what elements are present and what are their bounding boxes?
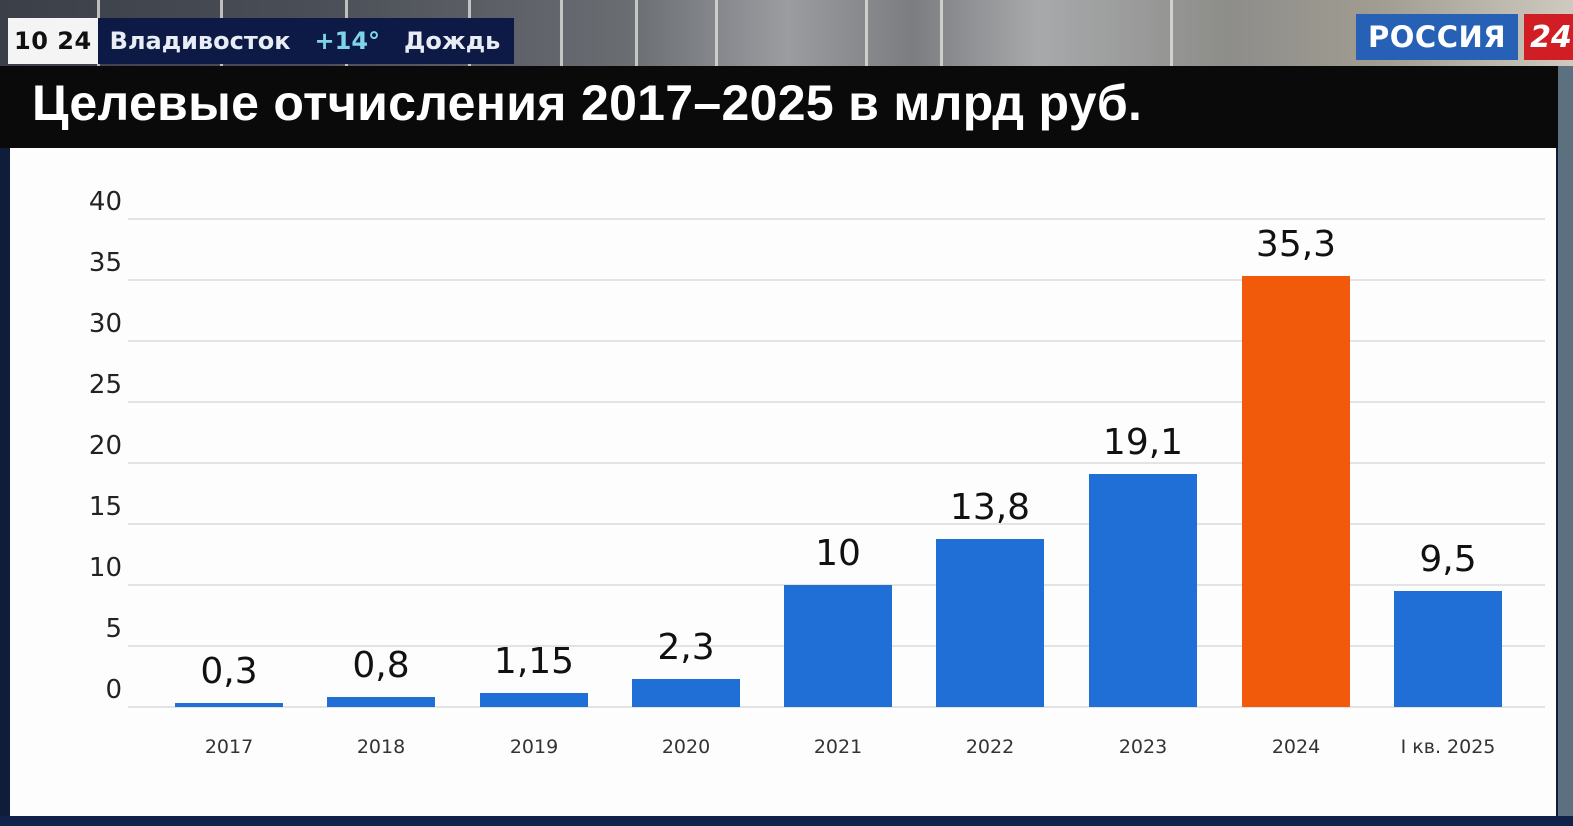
x-axis-category-label: 2021 <box>813 736 863 758</box>
bar-value-label: 0,3 <box>200 651 258 693</box>
y-axis-tick-label: 30 <box>88 309 122 339</box>
gridline <box>128 523 1545 525</box>
gridline <box>128 706 1545 708</box>
bar <box>936 538 1044 707</box>
bottom-bar <box>0 816 1573 826</box>
bar <box>175 703 283 707</box>
y-axis-tick-label: 15 <box>88 492 122 522</box>
bar <box>632 678 740 707</box>
x-axis-category-label: 2024 <box>1271 736 1321 758</box>
bar-value-label: 10 <box>815 533 861 574</box>
studio-line <box>715 0 718 66</box>
bar <box>1394 591 1502 707</box>
gridline <box>128 279 1545 281</box>
y-axis-tick-label: 10 <box>88 553 122 583</box>
x-axis-category-label: 2022 <box>965 736 1015 758</box>
bar <box>1089 473 1197 707</box>
x-axis-category-label: 2017 <box>204 736 254 758</box>
y-axis-tick-label: 20 <box>88 431 122 461</box>
ticker-temperature: +14° <box>314 27 381 55</box>
bar-value-label: 2,3 <box>657 626 715 668</box>
gridline <box>128 218 1545 220</box>
channel-logo-number: 24 <box>1524 14 1573 60</box>
bar <box>1242 276 1350 707</box>
x-axis-category-label: 2018 <box>356 736 406 758</box>
studio-line <box>940 0 943 66</box>
news-ticker: 10 24 Владивосток +14° Дождь <box>8 18 515 64</box>
gridline <box>128 340 1545 342</box>
ticker-weather-condition: Дождь <box>404 27 501 55</box>
y-axis-tick-label: 40 <box>88 187 122 217</box>
bar <box>327 697 435 707</box>
frame-edge <box>1558 66 1573 826</box>
ticker-city: Владивосток <box>109 27 291 55</box>
channel-logo: РОССИЯ 24 <box>1356 14 1573 60</box>
chart-panel: 0 5 10 15 20 25 30 35 40 0,3 2017 0,8 2018 1,15 2019 2,… <box>10 148 1556 816</box>
x-axis-category-label: 2023 <box>1118 736 1168 758</box>
bar-value-label: 19,1 <box>1102 421 1184 463</box>
ticker-time: 10 24 <box>8 18 98 64</box>
y-axis-tick-label: 35 <box>88 248 122 278</box>
x-axis-category-label: 2019 <box>509 736 559 758</box>
x-axis-category-label: I кв. 2025 <box>1400 736 1496 758</box>
studio-line <box>635 0 638 66</box>
bar-value-label: 0,8 <box>352 645 410 687</box>
bar-value-label: 35,3 <box>1255 224 1337 266</box>
studio-line <box>560 0 563 66</box>
chart-title: Целевые отчисления 2017–2025 в млрд руб. <box>32 75 1143 131</box>
channel-logo-name: РОССИЯ <box>1356 14 1519 60</box>
y-axis-tick-label: 25 <box>88 370 122 400</box>
bar-chart: 0 5 10 15 20 25 30 35 40 0,3 2017 0,8 2018 1,15 2019 2,… <box>10 148 1556 816</box>
gridline <box>128 401 1545 403</box>
bar-value-label: 1,15 <box>493 640 575 682</box>
ticker-weather: Владивосток +14° Дождь <box>97 18 515 64</box>
bar <box>480 692 588 707</box>
y-axis-tick-label: 0 <box>105 675 122 705</box>
gridline <box>128 462 1545 464</box>
bar <box>784 585 892 707</box>
x-axis-category-label: 2020 <box>661 736 711 758</box>
title-bar <box>0 66 1558 148</box>
studio-line <box>865 0 868 66</box>
bar-value-label: 13,8 <box>949 486 1031 528</box>
bar-value-label: 9,5 <box>1419 539 1477 581</box>
studio-line <box>1170 0 1173 66</box>
y-axis-tick-label: 5 <box>105 614 122 644</box>
